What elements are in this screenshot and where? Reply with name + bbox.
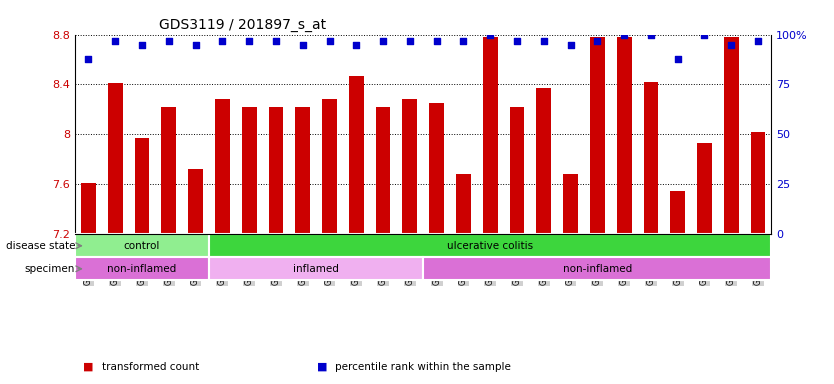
Bar	[75, 234, 209, 257]
Bar	[456, 174, 471, 234]
Point	[564, 41, 577, 48]
Point	[671, 55, 685, 61]
Bar	[510, 107, 525, 234]
Text: GDS3119 / 201897_s_at: GDS3119 / 201897_s_at	[158, 18, 326, 32]
Point	[644, 31, 657, 38]
Point	[296, 41, 309, 48]
Point	[216, 38, 229, 44]
Text: ulcerative colitis: ulcerative colitis	[447, 241, 533, 251]
Bar	[671, 190, 685, 234]
Bar	[724, 37, 739, 234]
Bar	[209, 234, 771, 257]
Bar	[697, 143, 712, 234]
Point	[751, 38, 765, 44]
Bar	[75, 257, 209, 280]
Bar	[590, 37, 605, 234]
Bar	[375, 107, 390, 234]
Bar	[81, 183, 96, 234]
Bar	[536, 88, 551, 234]
Bar	[644, 82, 658, 234]
Point	[108, 38, 122, 44]
Point	[243, 38, 256, 44]
Bar	[322, 99, 337, 234]
Point	[349, 41, 363, 48]
Text: disease state: disease state	[6, 241, 75, 251]
Bar	[295, 107, 310, 234]
Point	[430, 38, 444, 44]
Point	[698, 31, 711, 38]
Point	[162, 38, 175, 44]
Bar	[617, 37, 631, 234]
Point	[484, 31, 497, 38]
Bar	[430, 103, 444, 234]
Bar	[242, 107, 257, 234]
Bar	[563, 174, 578, 234]
Text: specimen: specimen	[25, 264, 75, 274]
Bar	[188, 169, 203, 234]
Point	[82, 55, 95, 61]
Text: ■: ■	[83, 362, 94, 372]
Text: ■: ■	[317, 362, 328, 372]
Point	[323, 38, 336, 44]
Bar	[269, 107, 284, 234]
Bar	[108, 83, 123, 234]
Point	[617, 31, 631, 38]
Point	[725, 41, 738, 48]
Point	[457, 38, 470, 44]
Point	[135, 41, 148, 48]
Point	[403, 38, 416, 44]
Text: percentile rank within the sample: percentile rank within the sample	[335, 362, 511, 372]
Text: non-inflamed: non-inflamed	[563, 264, 632, 274]
Text: control: control	[123, 241, 160, 251]
Text: transformed count: transformed count	[102, 362, 199, 372]
Text: non-inflamed: non-inflamed	[108, 264, 177, 274]
Point	[376, 38, 389, 44]
Point	[590, 38, 604, 44]
Point	[269, 38, 283, 44]
Bar	[209, 257, 424, 280]
Bar	[134, 138, 149, 234]
Bar	[162, 107, 176, 234]
Point	[189, 41, 203, 48]
Bar	[349, 76, 364, 234]
Bar	[483, 37, 498, 234]
Bar	[215, 99, 229, 234]
Text: inflamed: inflamed	[294, 264, 339, 274]
Bar	[403, 99, 417, 234]
Bar	[424, 257, 771, 280]
Point	[537, 38, 550, 44]
Bar	[751, 132, 766, 234]
Point	[510, 38, 524, 44]
